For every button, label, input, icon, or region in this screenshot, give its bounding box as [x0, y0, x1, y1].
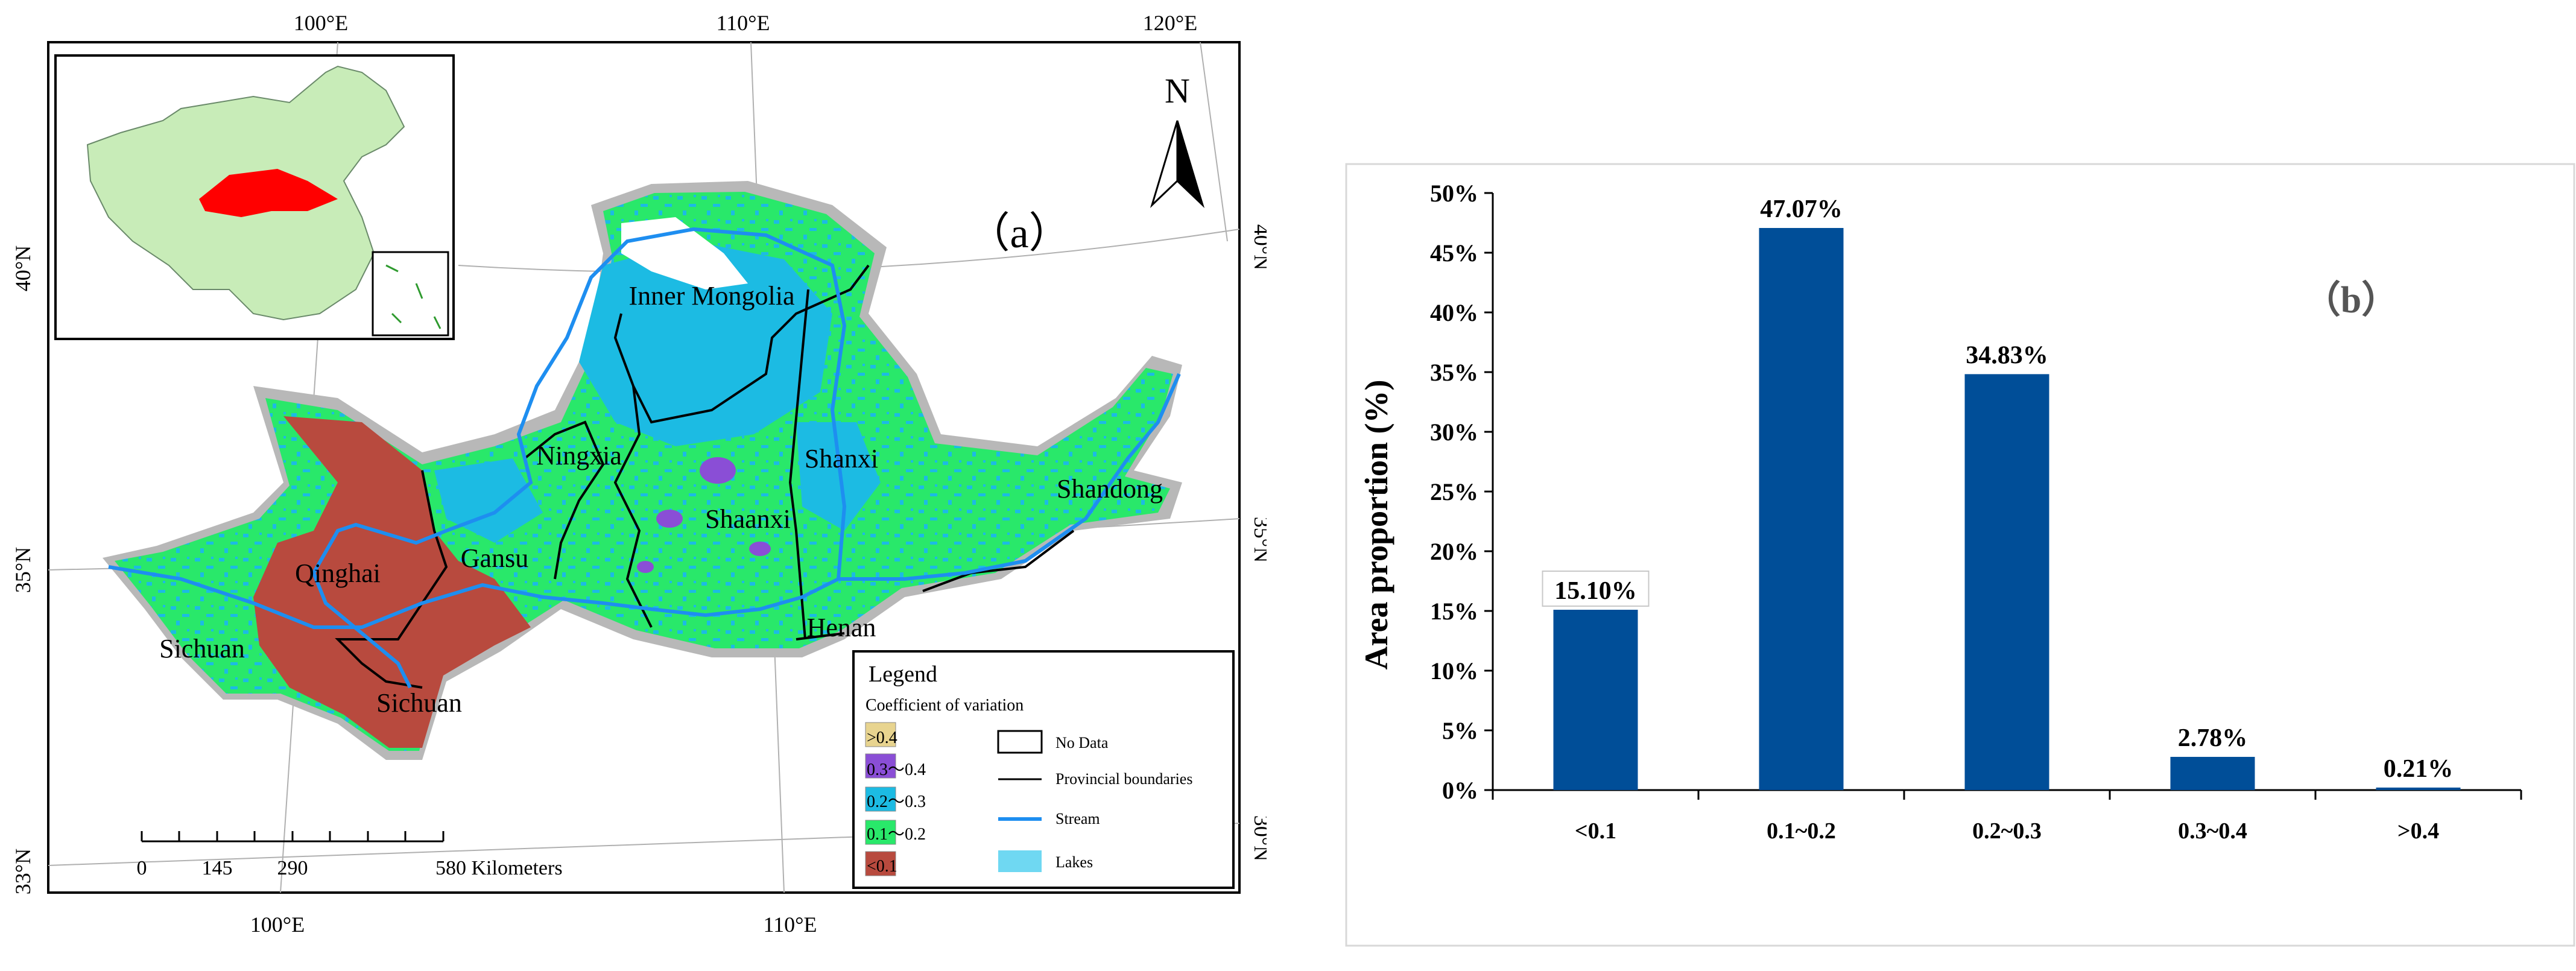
legend-lakes-label: Lakes [1055, 853, 1093, 871]
data-label: 15.10% [1554, 577, 1637, 605]
y-tick-label: 0% [1442, 777, 1478, 804]
data-label: 0.21% [2384, 755, 2454, 783]
y-tick-label: 40% [1430, 299, 1478, 326]
legend-nodata-label: No Data [1055, 734, 1109, 751]
map-svg: N （a） 100°E 110°E 120°E 100°E 110°E 40°N… [11, 11, 1274, 937]
label-gansu: Gansu [461, 543, 528, 573]
y-axis-title: Area proportion (%) [1358, 380, 1394, 670]
y-tick-label: 10% [1430, 657, 1478, 685]
bar-chart-svg: （b） Area proportion (%) 0% 5% 10% 15% 20% 25%… [1345, 163, 2575, 947]
high-cv-patches [637, 457, 771, 573]
province-labels: Inner Mongolia Ningxia Shanxi Shandong S… [159, 281, 1163, 718]
bar [1553, 610, 1638, 790]
scale-tick-290: 290 [277, 857, 308, 879]
legend-class-03-04: 0.3～0.4 [867, 761, 926, 779]
y-tick-label: 35% [1430, 359, 1478, 386]
scale-tick-0: 0 [137, 857, 147, 879]
label-henan: Henan [807, 613, 876, 642]
legend-class-02-03: 0.2～0.3 [867, 792, 926, 811]
right-lat-40: 40°N [1250, 224, 1267, 270]
panel-label-a: （a） [967, 210, 1071, 257]
label-shanxi: Shanxi [805, 444, 878, 473]
top-lon-100: 100°E [294, 11, 348, 35]
medium-cv-areas [434, 241, 881, 543]
label-qinghai: Qinghai [295, 558, 381, 588]
bar [1964, 374, 2049, 790]
left-lat-40: 40°N [11, 245, 35, 291]
legend-class-gt04: >0.4 [867, 729, 897, 747]
left-lat-35: 35°N [11, 547, 35, 593]
bar [2170, 756, 2255, 790]
north-label: N [1165, 71, 1190, 110]
chart-panel: （b） Area proportion (%) 0% 5% 10% 15% 20% 25%… [1345, 163, 2575, 947]
y-tick-label: 15% [1430, 598, 1478, 625]
data-label: 2.78% [2178, 724, 2248, 752]
right-lat-30: 30°N [1250, 815, 1267, 861]
label-shandong: Shandong [1057, 474, 1163, 504]
legend-class-lt01: <0.1 [867, 857, 897, 876]
legend-nodata-symbol [997, 730, 1043, 754]
x-tick-label: 0.2~0.3 [1972, 818, 2042, 844]
y-tick-label: 20% [1430, 538, 1478, 565]
label-shaanxi: Shaanxi [705, 504, 791, 534]
inset-china-map [86, 65, 449, 337]
right-lat-35: 35°N [1250, 517, 1267, 563]
label-ningxia: Ningxia [536, 441, 622, 470]
label-inner-mongolia: Inner Mongolia [629, 281, 795, 311]
data-labels: 15.10% 47.07% 34.83% 2.78% 0.21% [1542, 195, 2454, 783]
bottom-lon-100: 100°E [250, 912, 305, 937]
label-sichuan-west: Sichuan [159, 634, 245, 663]
legend-swatch-02-03 [865, 786, 896, 812]
bar [1759, 228, 1844, 790]
chart-frame [1345, 163, 2575, 947]
legend-swatch-01-02 [865, 820, 896, 845]
y-tick-label: 50% [1430, 180, 1478, 207]
y-tick-label: 30% [1430, 419, 1478, 446]
provincial-boundaries [335, 264, 1075, 689]
x-tick-label: 0.1~0.2 [1767, 818, 1836, 844]
legend-stream-label: Stream [1055, 810, 1100, 827]
legend-swatch-lt01 [865, 851, 896, 876]
scale-tick-145: 145 [202, 857, 233, 879]
legend-swatch-gt04 [865, 722, 896, 747]
scale-tick-580: 580 Kilometers [435, 857, 563, 879]
bar [2376, 787, 2461, 790]
low-cv-region [253, 416, 531, 748]
map-legend: Legend Coefficient of variation >0.4 0.3… [852, 650, 1235, 889]
y-tick-label: 25% [1430, 478, 1478, 505]
label-sichuan-east: Sichuan [376, 688, 462, 718]
legend-box [852, 650, 1235, 889]
y-tick-label: 5% [1442, 717, 1478, 744]
data-label: 47.07% [1760, 195, 1843, 223]
x-tick-label: <0.1 [1575, 818, 1616, 844]
bottom-lon-110: 110°E [763, 912, 817, 937]
north-arrow: N [1150, 71, 1205, 208]
scale-bar: 0 145 290 580 Kilometers [137, 831, 563, 879]
map-panel: N （a） 100°E 110°E 120°E 100°E 110°E 40°N… [0, 0, 1274, 968]
top-lon-120: 120°E [1143, 11, 1197, 35]
legend-boundary-label: Provincial boundaries [1055, 770, 1192, 788]
top-lon-110: 110°E [716, 11, 770, 35]
legend-title: Legend [869, 662, 937, 687]
bars [1553, 228, 2461, 790]
left-lat-33: 33°N [11, 849, 35, 894]
data-label-box [1542, 571, 1650, 607]
x-tick-label: >0.4 [2397, 818, 2439, 844]
yellow-river-stream [108, 227, 1181, 689]
y-tick-label: 45% [1430, 239, 1478, 267]
legend-class-01-02: 0.1～0.2 [867, 825, 926, 844]
legend-swatch-03-04 [865, 753, 896, 779]
x-tick-label: 0.3~0.4 [2178, 818, 2247, 844]
legend-subtitle: Coefficient of variation [866, 696, 1024, 715]
y-axis: 0% 5% 10% 15% 20% 25% 30% 35% 40% 45% 50% [1430, 180, 1494, 804]
legend-lakes-symbol [998, 850, 1042, 872]
panel-label-b: （b） [2303, 279, 2399, 321]
data-label: 34.83% [1966, 341, 2048, 369]
